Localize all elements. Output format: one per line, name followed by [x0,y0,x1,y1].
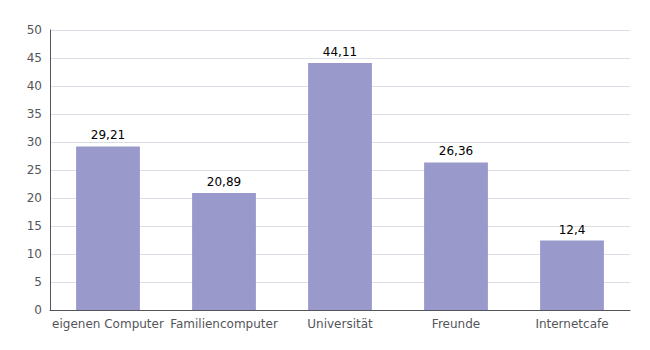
svg-text:20: 20 [27,191,42,205]
svg-text:40: 40 [27,79,42,93]
svg-text:44,11: 44,11 [323,45,357,59]
svg-text:12,4: 12,4 [559,223,586,237]
svg-text:Freunde: Freunde [432,317,480,331]
svg-text:Universität: Universität [307,317,373,331]
svg-text:Familiencomputer: Familiencomputer [170,317,278,331]
svg-text:0: 0 [34,303,42,317]
svg-text:25: 25 [27,163,42,177]
svg-text:15: 15 [27,219,42,233]
svg-text:30: 30 [27,135,42,149]
svg-text:45: 45 [27,51,42,65]
svg-text:29,21: 29,21 [91,128,125,142]
svg-text:50: 50 [27,23,42,37]
svg-text:Internetcafe: Internetcafe [535,317,608,331]
svg-text:26,36: 26,36 [439,144,473,158]
svg-text:20,89: 20,89 [207,175,241,189]
svg-text:eigenen Computer: eigenen Computer [52,317,164,331]
svg-text:5: 5 [34,275,42,289]
svg-text:35: 35 [27,107,42,121]
svg-text:10: 10 [27,247,42,261]
